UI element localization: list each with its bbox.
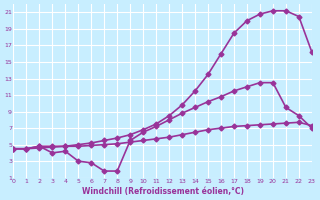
X-axis label: Windchill (Refroidissement éolien,°C): Windchill (Refroidissement éolien,°C) [82,187,244,196]
